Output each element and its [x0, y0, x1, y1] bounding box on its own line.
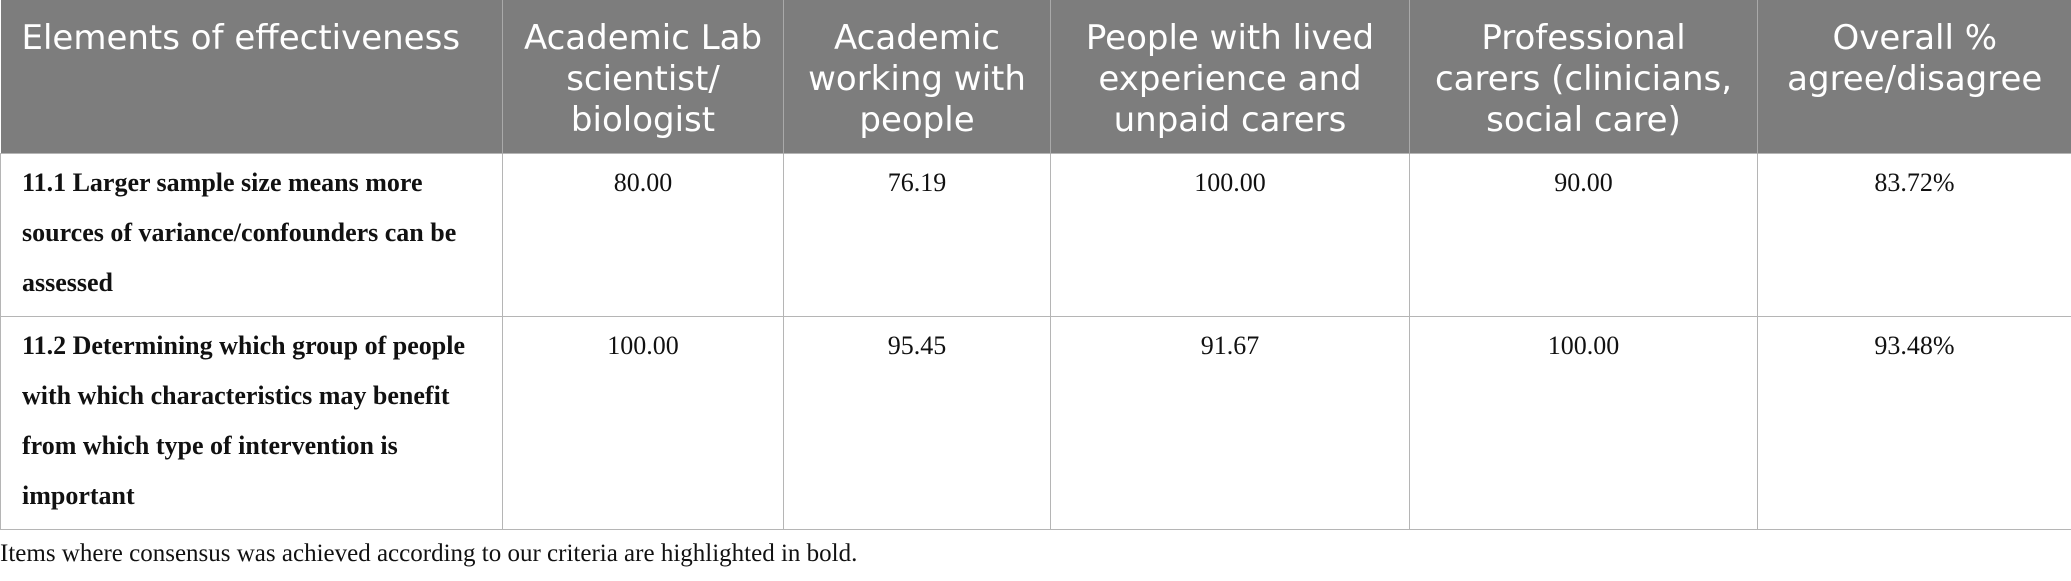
column-header: Professional carers (clinicians, social …: [1409, 0, 1758, 154]
row-label: 11.2 Determining which group of people w…: [0, 316, 503, 530]
footnote: Items where consensus was achieved accor…: [0, 540, 858, 567]
data-table: Elements of effectiveness Academic Lab sc…: [0, 0, 2071, 530]
table-cell: 91.67: [1050, 316, 1410, 530]
column-header: Overall % agree/disagree: [1757, 0, 2071, 154]
table-row: 11.1 Larger sample size means more sourc…: [0, 153, 2071, 317]
table-cell: 100.00: [1050, 153, 1410, 317]
column-header: People with lived experience and unpaid …: [1050, 0, 1410, 154]
column-header: Academic Lab scientist/ biologist: [502, 0, 784, 154]
row-label: 11.1 Larger sample size means more sourc…: [0, 153, 503, 317]
table-cell: 100.00: [502, 316, 784, 530]
table-cell: 93.48%: [1757, 316, 2071, 530]
table-cell: 90.00: [1409, 153, 1758, 317]
table-cell: 95.45: [783, 316, 1051, 530]
table-row: 11.2 Determining which group of people w…: [0, 316, 2071, 530]
header-row: Elements of effectiveness Academic Lab sc…: [0, 0, 2071, 154]
table-cell: 100.00: [1409, 316, 1758, 530]
table-cell: 76.19: [783, 153, 1051, 317]
table-body: 11.1 Larger sample size means more sourc…: [0, 153, 2071, 530]
column-header: Elements of effectiveness: [0, 0, 503, 154]
table-cell: 83.72%: [1757, 153, 2071, 317]
column-header: Academic working with people: [783, 0, 1051, 154]
table-cell: 80.00: [502, 153, 784, 317]
